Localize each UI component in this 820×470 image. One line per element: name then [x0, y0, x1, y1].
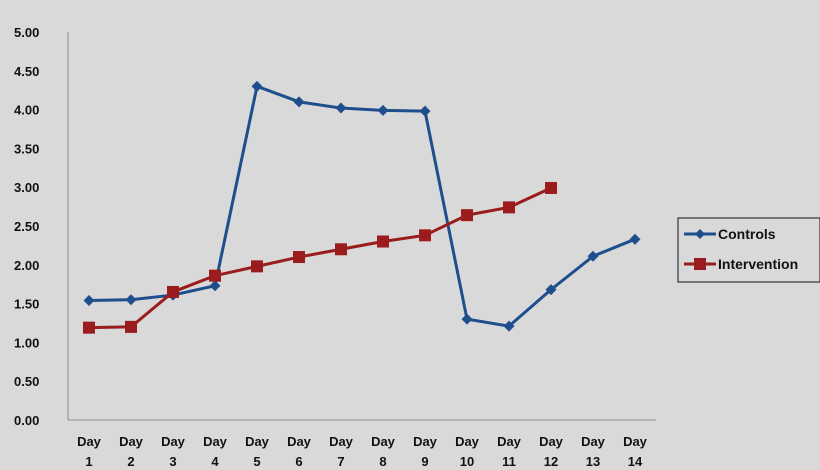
- x-tick-label: 3: [169, 454, 176, 469]
- x-tick-label: Day: [455, 434, 480, 449]
- x-tick-label: 5: [253, 454, 260, 469]
- legend-label: Intervention: [718, 256, 798, 272]
- x-tick-label: 13: [586, 454, 600, 469]
- series-line-controls: [88, 84, 636, 328]
- x-tick-label: Day: [77, 434, 102, 449]
- series-layer: [83, 80, 641, 334]
- x-tick-label: 12: [544, 454, 558, 469]
- y-tick-label: 3.50: [14, 141, 39, 156]
- y-tick-label: 4.00: [14, 103, 39, 118]
- legend-label: Controls: [718, 226, 776, 242]
- data-point-intervention: [209, 269, 221, 282]
- x-tick-label: Day: [581, 434, 606, 449]
- x-tick-label: 11: [502, 454, 516, 469]
- x-tick-label: 2: [127, 454, 134, 469]
- legend-marker-intervention: [694, 258, 706, 270]
- y-tick-label: 4.50: [14, 64, 39, 79]
- x-tick-label: Day: [245, 434, 270, 449]
- y-tick-label: 0.50: [14, 374, 39, 389]
- x-tick-label: Day: [371, 434, 396, 449]
- data-point-intervention: [293, 251, 305, 264]
- data-point-controls: [125, 294, 137, 306]
- x-axis: Day 1 Day 2 Day 3 Day 4 Day 5 Day 6 Day 7 Day 8 Day 9 Day 1…: [68, 419, 656, 469]
- data-point-controls: [335, 102, 347, 114]
- x-tick-label: 7: [337, 454, 344, 469]
- legend-box: [677, 217, 820, 283]
- x-tick-label: 9: [421, 454, 428, 469]
- x-tick-label: Day: [119, 434, 144, 449]
- data-point-controls: [377, 104, 389, 116]
- x-tick-label: 10: [460, 454, 474, 469]
- data-point-intervention: [461, 209, 473, 222]
- data-point-controls: [503, 320, 515, 332]
- y-tick-label: 1.50: [14, 297, 39, 312]
- data-point-intervention: [419, 229, 431, 242]
- data-point-intervention: [167, 285, 179, 298]
- y-axis: 0.00 0.50 1.00 1.50 2.00 2.50 3.00 3.50 4.00 4.50…: [14, 25, 69, 428]
- y-tick-label: 0.00: [14, 413, 39, 428]
- data-point-controls: [251, 80, 263, 92]
- data-point-intervention: [503, 201, 515, 214]
- data-point-intervention: [251, 260, 263, 273]
- x-tick-label: 4: [211, 454, 219, 469]
- data-point-intervention: [377, 235, 389, 248]
- data-point-controls: [545, 284, 557, 296]
- data-point-controls: [587, 250, 599, 262]
- data-point-intervention: [125, 320, 137, 333]
- x-tick-label: 14: [628, 454, 643, 469]
- data-point-intervention: [545, 181, 557, 194]
- data-point-controls: [629, 233, 641, 245]
- data-point-controls: [83, 294, 95, 306]
- x-tick-label: Day: [539, 434, 564, 449]
- x-tick-label: Day: [287, 434, 312, 449]
- data-point-intervention: [83, 321, 95, 334]
- data-point-controls: [293, 96, 305, 108]
- x-tick-label: Day: [203, 434, 228, 449]
- series-line-intervention: [88, 186, 552, 330]
- legend: Controls Intervention: [677, 217, 820, 283]
- x-tick-label: Day: [497, 434, 522, 449]
- x-tick-label: Day: [329, 434, 354, 449]
- x-tick-label: Day: [413, 434, 438, 449]
- y-tick-label: 3.00: [14, 180, 39, 195]
- y-tick-label: 2.50: [14, 219, 39, 234]
- y-tick-label: 5.00: [14, 25, 39, 40]
- legend-marker-controls: [695, 229, 705, 239]
- x-tick-label: 8: [379, 454, 386, 469]
- x-tick-label: Day: [161, 434, 186, 449]
- data-point-intervention: [335, 243, 347, 256]
- x-tick-label: 1: [85, 454, 92, 469]
- data-point-controls: [419, 105, 431, 117]
- x-tick-label: 6: [295, 454, 302, 469]
- y-tick-label: 2.00: [14, 258, 39, 273]
- x-tick-label: Day: [623, 434, 648, 449]
- data-point-controls: [209, 280, 221, 292]
- y-tick-label: 1.00: [14, 335, 39, 350]
- data-point-controls: [461, 313, 473, 325]
